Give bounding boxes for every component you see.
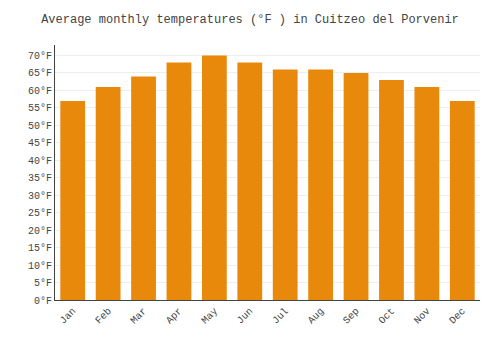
svg-text:70°F: 70°F (28, 51, 52, 62)
svg-text:15°F: 15°F (28, 243, 52, 254)
svg-text:Sep: Sep (341, 306, 362, 327)
svg-text:Nov: Nov (412, 306, 433, 327)
svg-text:Aug: Aug (306, 306, 327, 327)
svg-text:Apr: Apr (164, 306, 185, 327)
svg-text:35°F: 35°F (28, 173, 52, 184)
svg-text:Average monthly temperatures (: Average monthly temperatures (°F ) in Cu… (41, 13, 459, 27)
svg-text:10°F: 10°F (28, 261, 52, 272)
svg-text:May: May (200, 306, 221, 327)
svg-text:40°F: 40°F (28, 156, 52, 167)
svg-text:50°F: 50°F (28, 121, 52, 132)
svg-text:Jul: Jul (270, 306, 291, 327)
svg-text:Mar: Mar (129, 306, 150, 327)
svg-text:Feb: Feb (93, 306, 114, 327)
svg-text:Dec: Dec (447, 306, 468, 327)
svg-text:55°F: 55°F (28, 103, 52, 114)
svg-text:Jun: Jun (235, 306, 256, 327)
svg-text:5°F: 5°F (34, 278, 52, 289)
svg-text:65°F: 65°F (28, 68, 52, 79)
svg-text:0°F: 0°F (34, 296, 52, 307)
svg-text:Oct: Oct (377, 306, 398, 327)
svg-text:45°F: 45°F (28, 138, 52, 149)
svg-text:20°F: 20°F (28, 226, 52, 237)
svg-text:60°F: 60°F (28, 86, 52, 97)
svg-text:30°F: 30°F (28, 191, 52, 202)
svg-text:25°F: 25°F (28, 208, 52, 219)
svg-text:Jan: Jan (58, 306, 79, 327)
